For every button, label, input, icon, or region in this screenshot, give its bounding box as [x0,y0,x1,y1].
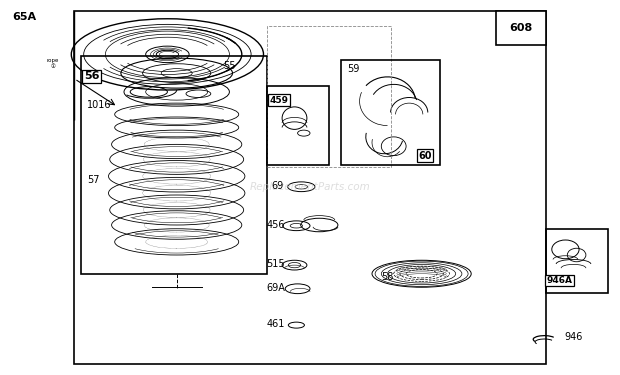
Bar [267,86,329,165]
Text: 608: 608 [509,23,533,33]
Text: 69A: 69A [267,283,285,293]
Text: 946A: 946A [547,276,573,285]
Text: 55: 55 [223,62,236,71]
Text: 65A: 65A [12,12,37,22]
Text: 946: 946 [564,333,583,342]
Text: 57: 57 [87,175,99,185]
Text: 461: 461 [267,320,285,329]
Bar [496,11,546,45]
Text: 1016: 1016 [87,100,112,110]
Text: 59: 59 [347,64,360,74]
Text: 69: 69 [271,181,283,190]
Text: 456: 456 [267,220,285,230]
Text: ReplacementParts.com: ReplacementParts.com [250,183,370,192]
Text: 459: 459 [270,96,289,105]
Bar [74,11,546,364]
Text: 58: 58 [381,273,394,282]
Text: 515: 515 [267,260,285,269]
Bar [546,229,608,292]
Bar [341,60,440,165]
Bar [81,56,267,274]
Text: 60: 60 [418,150,432,160]
Text: rope
①: rope ① [46,58,59,69]
Text: 56: 56 [84,71,99,81]
Bar [267,26,391,167]
